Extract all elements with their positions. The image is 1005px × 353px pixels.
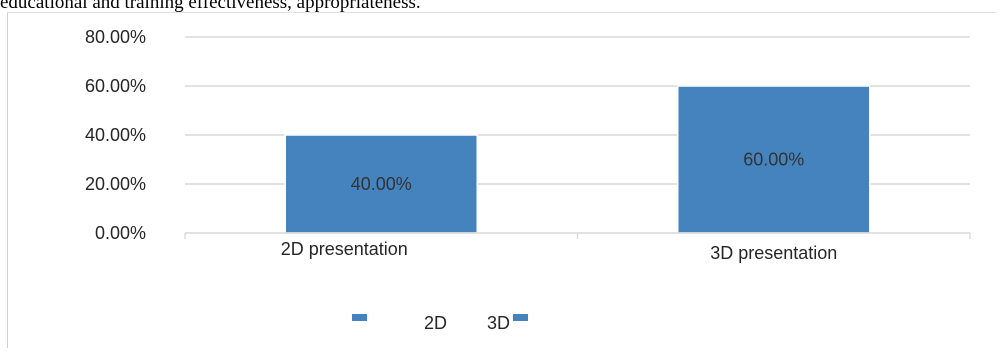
legend-label-2d: 2D: [424, 313, 447, 333]
category-label: 3D presentation: [710, 243, 837, 263]
bars: [284, 85, 871, 234]
y-tick-label: 40.00%: [85, 125, 146, 145]
bar-3d-presentation: [677, 85, 871, 234]
y-tick-label: 0.00%: [95, 223, 146, 243]
data-labels: 40.00% 60.00%: [351, 150, 805, 195]
bar-2d-presentation: [284, 134, 478, 234]
chart-frame: [7, 12, 997, 348]
legend: 2D 3D: [352, 313, 528, 333]
data-label: 60.00%: [743, 150, 804, 170]
chart-caption: educational and training effectiveness, …: [0, 0, 421, 13]
y-tick-label: 80.00%: [85, 27, 146, 47]
category-label: 2D presentation: [281, 239, 408, 259]
data-label: 40.00%: [351, 174, 412, 194]
legend-swatch-3d: [513, 314, 528, 321]
legend-swatch-2d: [352, 314, 367, 321]
y-tick-label: 60.00%: [85, 76, 146, 96]
y-tick-label: 20.00%: [85, 174, 146, 194]
x-axis: [184, 232, 971, 239]
category-labels: 2D presentation 3D presentation: [281, 239, 838, 263]
y-axis-ticks: 0.00% 20.00% 40.00% 60.00% 80.00%: [85, 27, 146, 243]
legend-label-3d: 3D: [487, 313, 510, 333]
